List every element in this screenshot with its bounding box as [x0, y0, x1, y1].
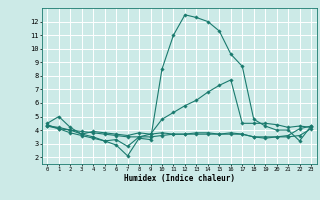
X-axis label: Humidex (Indice chaleur): Humidex (Indice chaleur): [124, 174, 235, 183]
